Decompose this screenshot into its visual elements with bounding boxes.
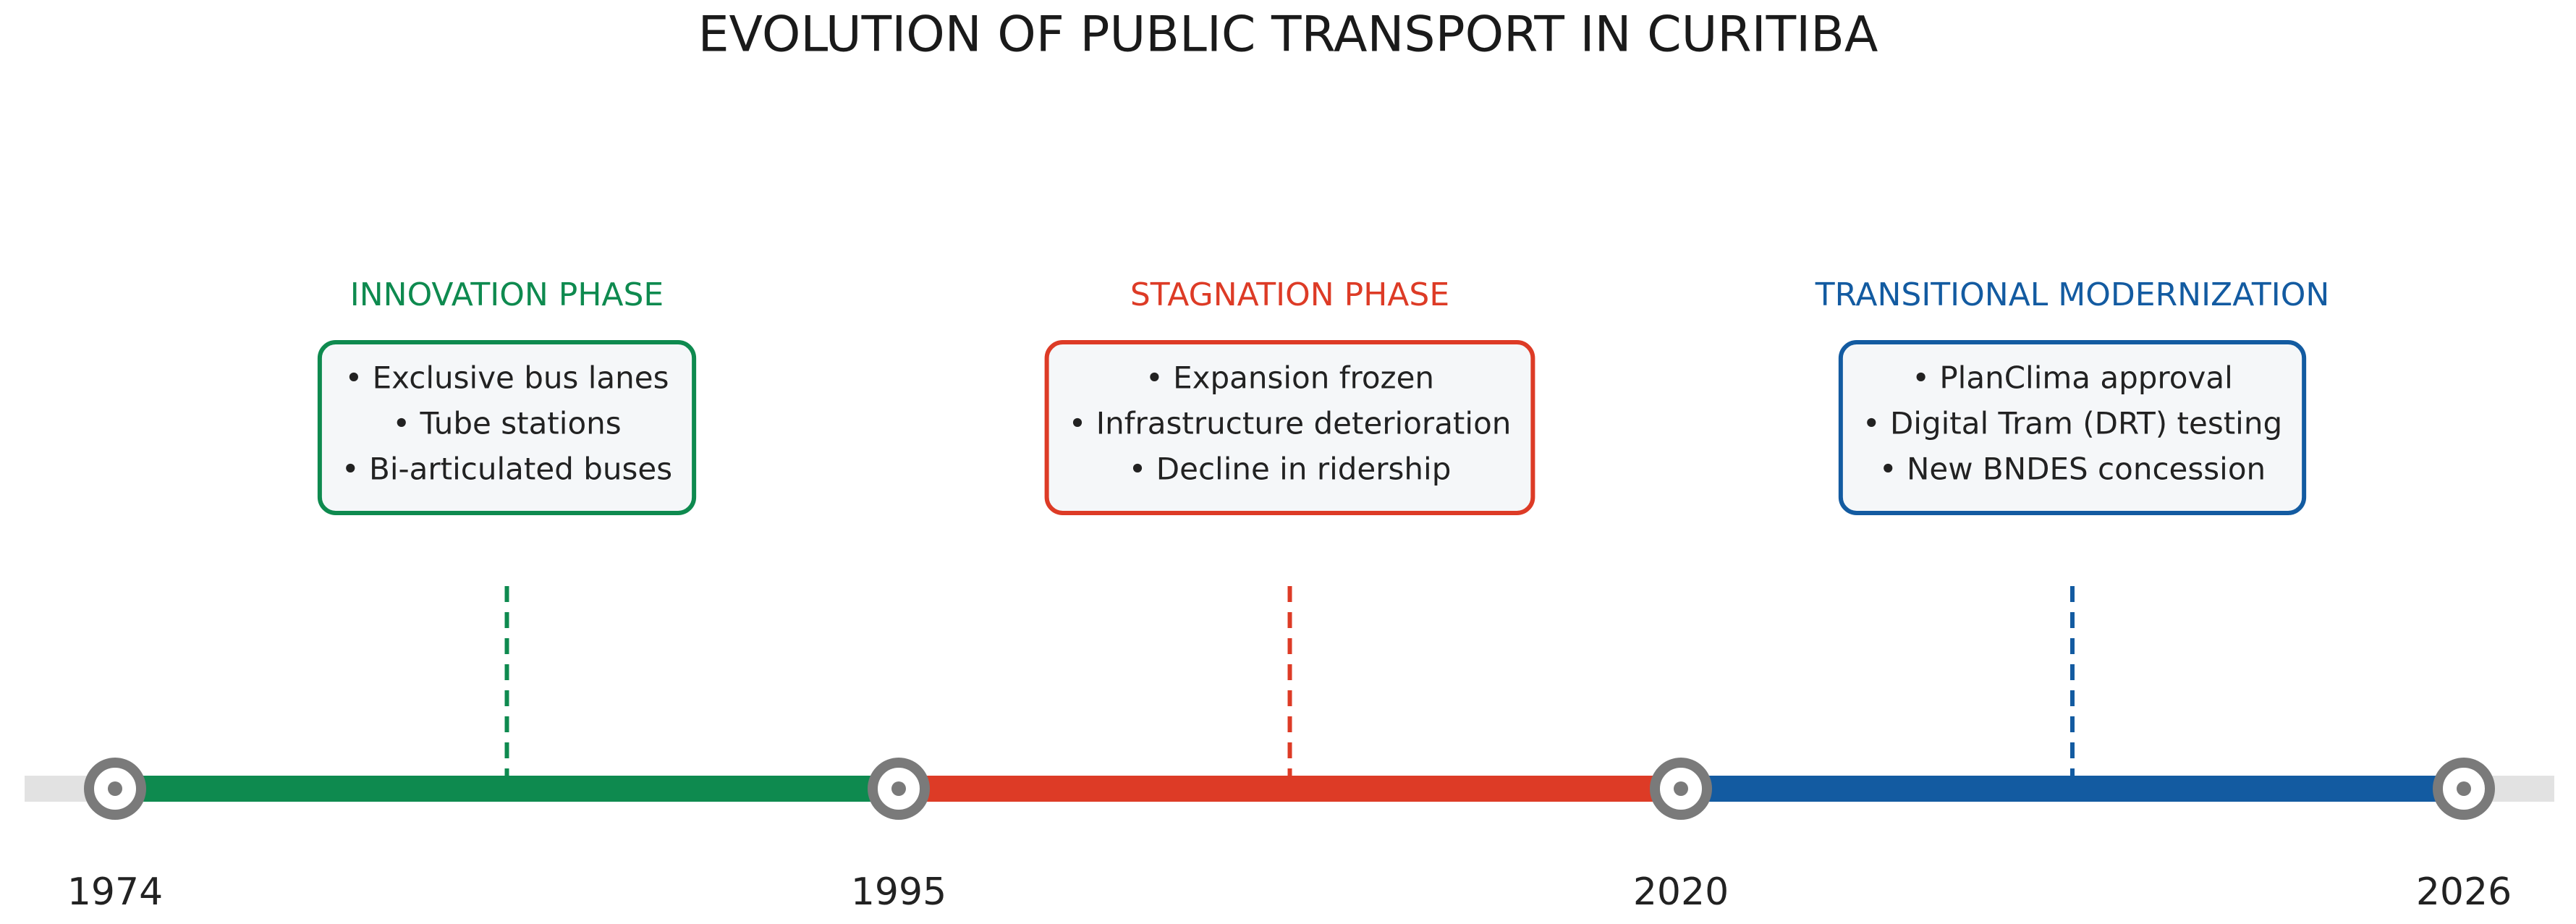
phase-box bbox=[1044, 340, 1535, 515]
title: EVOLUTION OF PUBLIC TRANSPORT IN CURITIB… bbox=[698, 7, 1878, 64]
phase-item: • Expansion frozen bbox=[1145, 360, 1434, 396]
phase-item: • Exclusive bus lanes bbox=[344, 360, 669, 396]
year-node-center bbox=[891, 781, 906, 796]
phase-item: • Tube stations bbox=[392, 406, 621, 441]
year-node-center bbox=[1674, 781, 1688, 796]
phase-box bbox=[1838, 340, 2307, 515]
phase-item: • Digital Tram (DRT) testing bbox=[1863, 406, 2282, 441]
year-label: 2026 bbox=[2416, 870, 2512, 914]
year-node-center bbox=[108, 781, 122, 796]
year-label: 1995 bbox=[851, 870, 946, 914]
phase-label: INNOVATION PHASE bbox=[350, 276, 664, 313]
phase-item: • Bi-articulated buses bbox=[342, 452, 672, 487]
phase-label: TRANSITIONAL MODERNIZATION bbox=[1815, 276, 2330, 313]
year-label: 1974 bbox=[67, 870, 163, 914]
phase-label: STAGNATION PHASE bbox=[1130, 276, 1449, 313]
phase-item: • Infrastructure deterioration bbox=[1069, 406, 1512, 441]
phase-item: • PlanClima approval bbox=[1912, 360, 2233, 396]
phase-item: • New BNDES concession bbox=[1879, 452, 2266, 487]
phase-item: • Decline in ridership bbox=[1129, 452, 1452, 487]
phase-box bbox=[317, 340, 697, 515]
year-node-center bbox=[2457, 781, 2471, 796]
year-label: 2020 bbox=[1633, 870, 1729, 914]
